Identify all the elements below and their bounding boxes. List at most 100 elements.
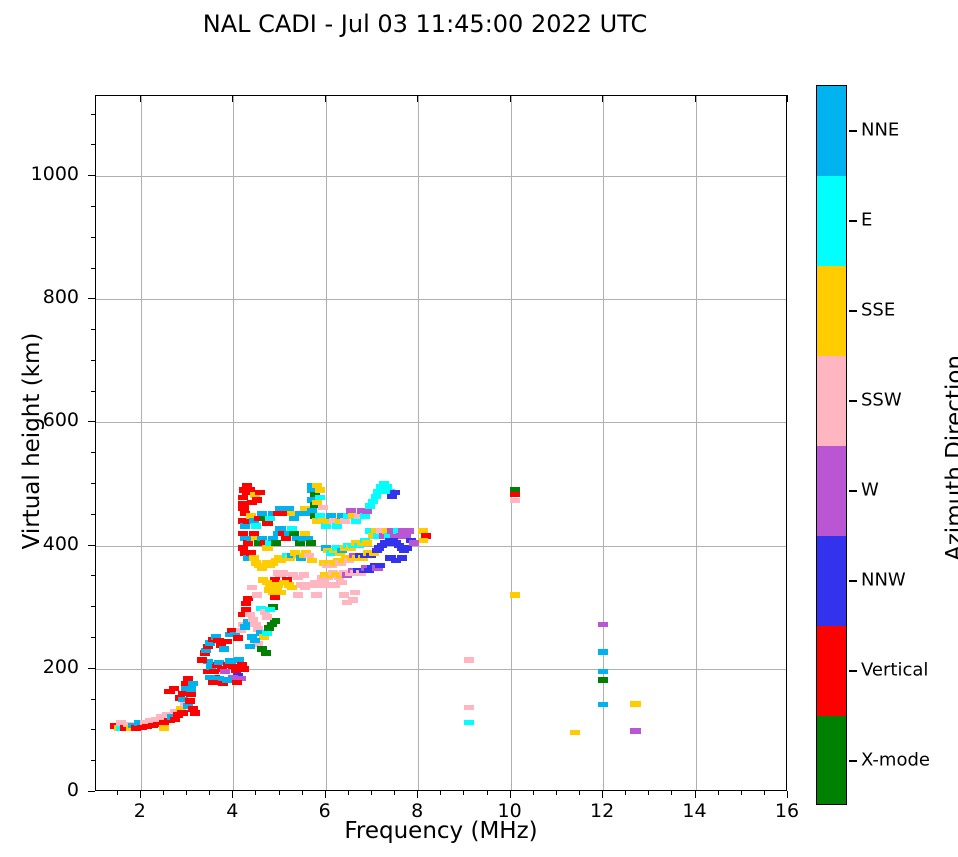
- colorbar-label-ssw: SSW: [861, 389, 902, 411]
- x-tick: [232, 791, 234, 798]
- echo-marker: [240, 550, 251, 556]
- echo-marker: [351, 518, 362, 524]
- colorbar-label-nnw: NNW: [861, 569, 906, 591]
- gridline-vertical: [418, 96, 420, 790]
- echo-marker: [376, 528, 387, 534]
- echo-marker: [239, 666, 250, 672]
- echo-marker: [298, 572, 309, 578]
- echo-marker: [235, 627, 246, 634]
- colorbar-tick: [849, 760, 857, 762]
- echo-marker: [247, 616, 258, 623]
- echo-marker: [336, 579, 347, 586]
- gridline-vertical: [140, 96, 142, 790]
- echo-marker: [236, 662, 247, 668]
- echo-marker: [311, 592, 322, 598]
- x-minor-tick: [671, 791, 673, 795]
- echo-marker: [178, 696, 189, 703]
- echo-marker: [598, 677, 609, 683]
- x-tick-label: 14: [682, 800, 707, 822]
- echo-marker: [304, 552, 315, 559]
- colorbar-segment-ssw: [817, 356, 846, 446]
- x-tick-label: 12: [590, 800, 615, 822]
- echo-marker: [395, 533, 406, 539]
- x-tick-top: [602, 95, 604, 102]
- echo-marker: [256, 535, 268, 541]
- gridline-horizontal: [96, 299, 786, 301]
- echo-marker: [598, 701, 609, 708]
- echo-marker: [289, 515, 300, 522]
- echo-marker: [278, 530, 289, 536]
- echo-marker: [164, 717, 175, 724]
- echo-marker: [339, 592, 350, 598]
- colorbar-segment-vertical: [817, 626, 846, 716]
- y-tick-label: 600: [42, 409, 79, 432]
- x-tick-top: [417, 95, 419, 102]
- echo-marker: [315, 487, 326, 493]
- echo-marker: [181, 680, 192, 687]
- echo-marker: [417, 528, 428, 534]
- echo-marker: [253, 626, 264, 632]
- x-tick-top: [509, 95, 511, 102]
- echo-marker: [219, 646, 230, 652]
- echo-marker: [365, 528, 376, 534]
- gridline-vertical: [510, 96, 512, 790]
- colorbar-segment-nnw: [817, 536, 846, 626]
- echo-marker: [202, 668, 213, 674]
- x-minor-tick: [740, 791, 742, 795]
- echo-marker: [251, 535, 262, 541]
- echo-marker: [254, 515, 265, 522]
- echo-marker: [225, 658, 236, 664]
- x-tick: [602, 791, 604, 798]
- echo-marker: [329, 582, 341, 588]
- echo-marker: [373, 533, 384, 539]
- x-minor-tick: [763, 791, 765, 795]
- echo-marker: [153, 721, 164, 727]
- echo-marker: [387, 493, 398, 500]
- echo-marker: [240, 624, 251, 630]
- x-minor-tick: [579, 791, 580, 795]
- gridline-horizontal: [96, 668, 786, 670]
- echo-marker: [238, 505, 249, 512]
- echo-marker: [305, 540, 317, 546]
- echo-marker: [300, 505, 311, 512]
- echo-marker: [237, 494, 248, 501]
- y-minor-tick: [91, 390, 95, 392]
- echo-marker: [320, 523, 331, 529]
- echo-marker: [259, 609, 270, 615]
- echo-marker: [275, 589, 286, 596]
- echo-marker: [237, 518, 248, 524]
- echo-marker: [265, 540, 276, 546]
- echo-marker: [317, 504, 329, 511]
- echo-marker: [241, 606, 252, 613]
- echo-marker: [464, 719, 475, 726]
- echo-marker: [370, 528, 381, 534]
- chart-title: NAL CADI - Jul 03 11:45:00 2022 UTC: [202, 10, 648, 38]
- echo-marker: [367, 533, 378, 539]
- echo-marker: [185, 691, 196, 698]
- echo-marker: [203, 643, 214, 650]
- echo-marker: [510, 487, 521, 493]
- echo-marker: [294, 510, 305, 517]
- y-tick: [88, 667, 95, 669]
- echo-marker: [375, 562, 386, 569]
- echo-marker: [161, 711, 172, 718]
- echo-marker: [387, 528, 398, 534]
- echo-marker: [261, 614, 272, 620]
- x-tick-label: 16: [774, 800, 800, 822]
- echo-marker: [218, 680, 229, 687]
- echo-marker: [283, 505, 294, 512]
- echo-marker: [142, 723, 153, 730]
- echo-marker: [269, 618, 280, 624]
- echo-marker: [323, 518, 334, 524]
- colorbar-label-vertical: Vertical: [861, 659, 929, 681]
- x-tick-top: [232, 95, 234, 102]
- y-tick-label: 800: [42, 286, 79, 309]
- x-tick: [324, 791, 326, 798]
- y-tick-label: 0: [66, 779, 79, 801]
- y-tick: [88, 544, 95, 546]
- echo-marker: [286, 525, 297, 532]
- echo-marker: [147, 722, 158, 729]
- echo-marker: [265, 515, 276, 522]
- echo-marker: [630, 728, 641, 734]
- echo-marker: [237, 545, 248, 551]
